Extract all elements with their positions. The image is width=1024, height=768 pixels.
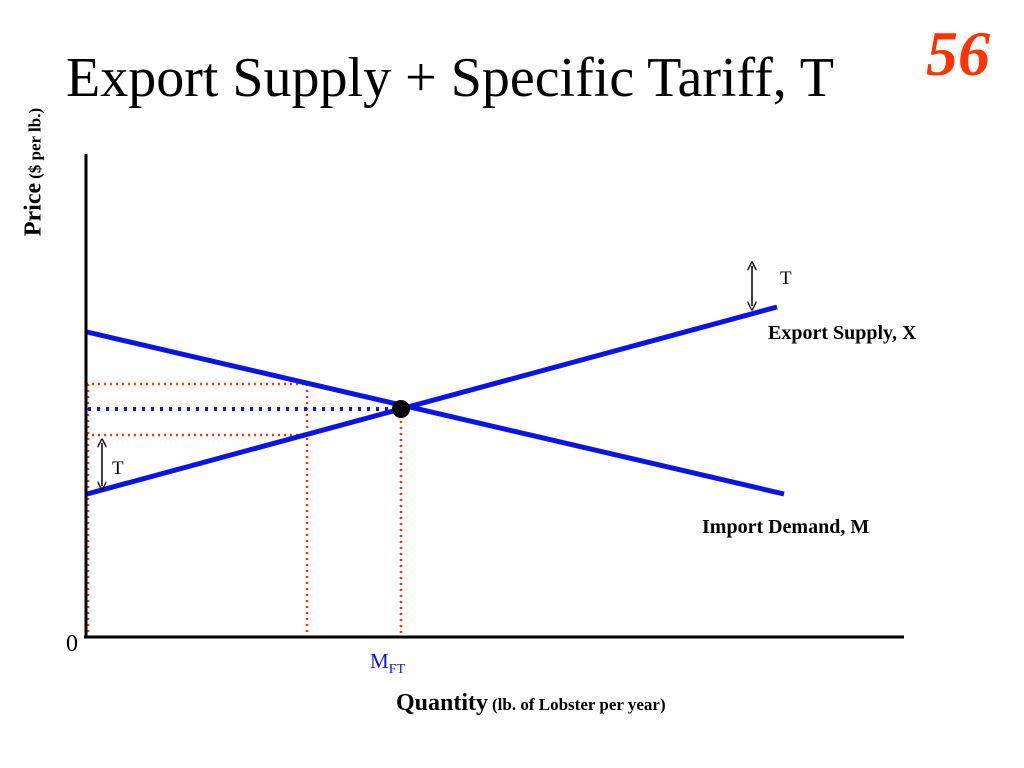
slide-number: 56 xyxy=(926,18,990,89)
free-trade-quantity-label-base: M xyxy=(370,649,389,673)
free-trade-equilibrium-point xyxy=(392,400,410,418)
tariff-label-top: T xyxy=(780,268,792,289)
export-supply-label: Export Supply, X xyxy=(768,322,917,344)
import-demand-curve xyxy=(86,329,785,497)
origin-label: 0 xyxy=(66,631,78,657)
import-demand-label: Import Demand, M xyxy=(702,516,869,538)
x-axis-label: Quantity (lb. of Lobster per year) xyxy=(396,690,666,717)
tariff-label-left: T xyxy=(112,458,124,479)
free-trade-quantity-label: MFT xyxy=(370,649,405,677)
x-axis-title: Quantity xyxy=(396,690,489,716)
export-supply-curve xyxy=(86,304,778,497)
slide-title: Export Supply + Specific Tariff, T xyxy=(66,47,835,109)
x-axis-unit: (lb. of Lobster per year) xyxy=(492,695,666,714)
free-trade-quantity-label-sub: FT xyxy=(389,662,406,677)
